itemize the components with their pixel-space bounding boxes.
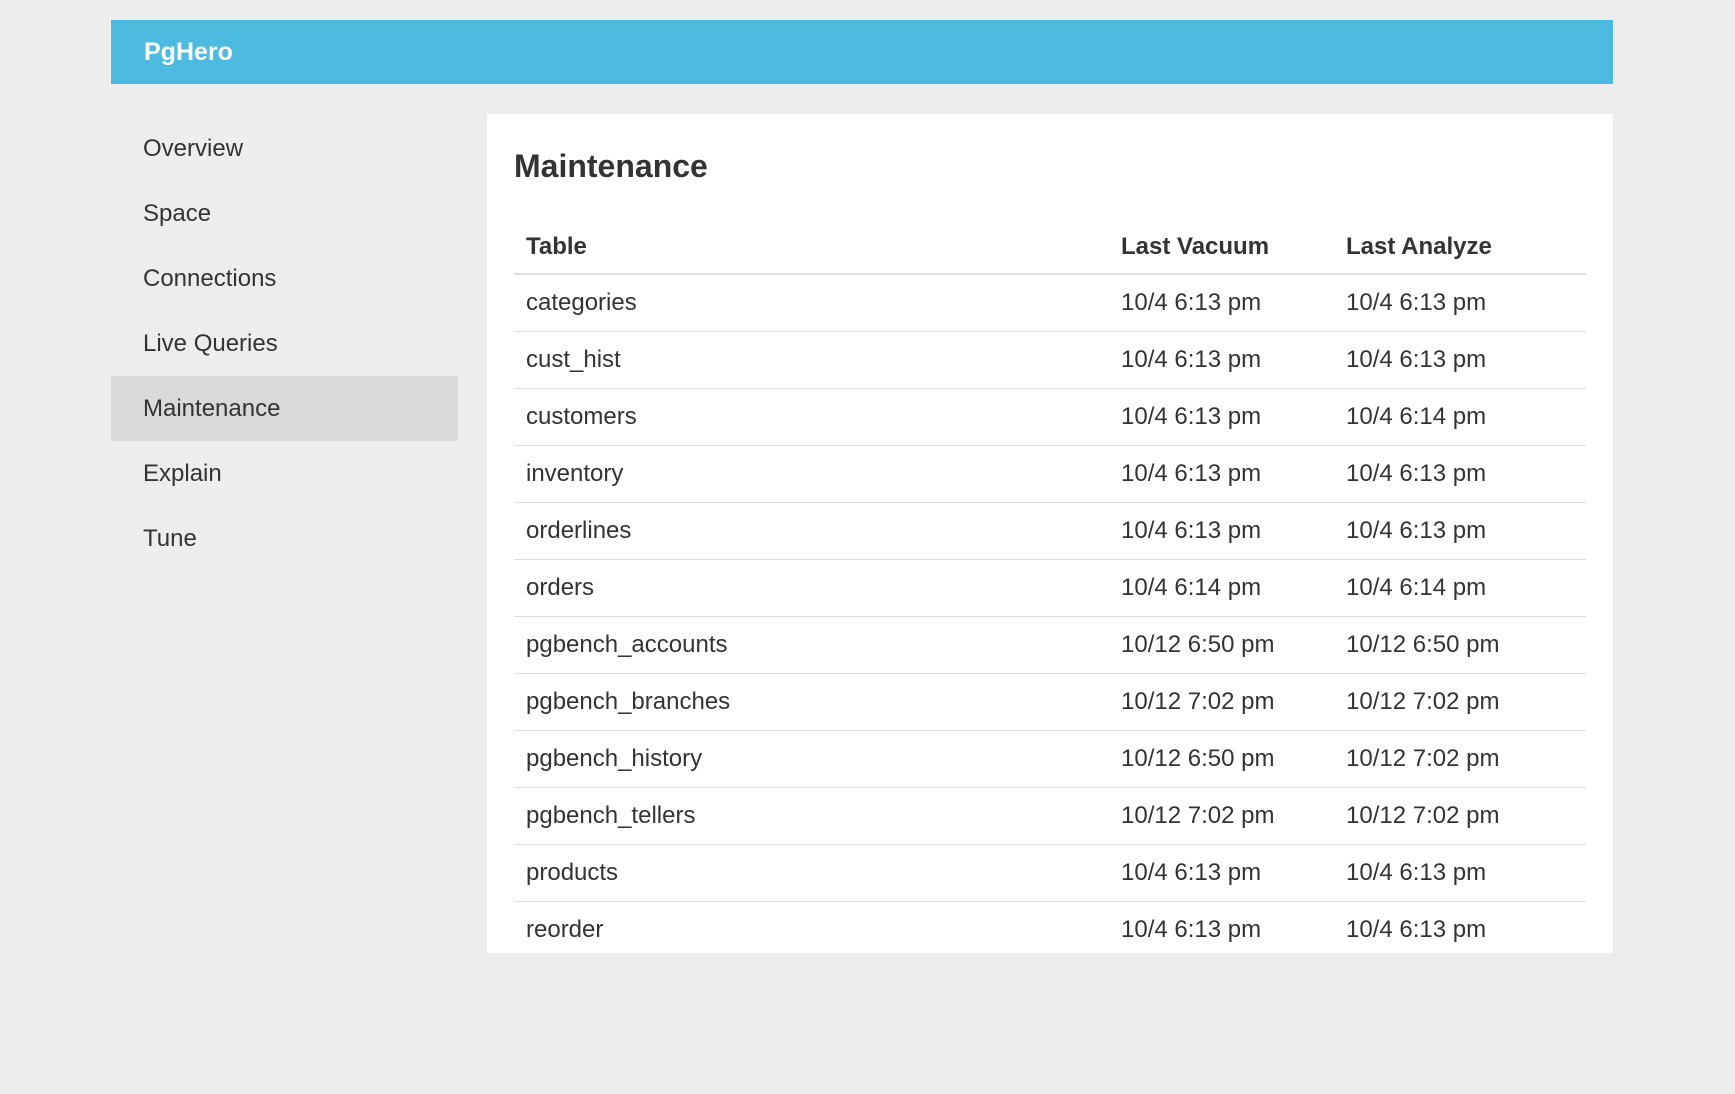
- last-analyze-cell: 10/12 7:02 pm: [1334, 787, 1586, 845]
- table-row: pgbench_history 10/12 6:50 pm 10/12 7:02…: [514, 730, 1586, 788]
- column-header-table: Table: [514, 221, 1109, 275]
- table-name-cell: orders: [514, 559, 1109, 617]
- table-row: orders 10/4 6:14 pm 10/4 6:14 pm: [514, 559, 1586, 617]
- last-vacuum-cell: 10/4 6:13 pm: [1109, 901, 1334, 958]
- last-analyze-cell: 10/4 6:13 pm: [1334, 844, 1586, 902]
- last-analyze-cell: 10/12 6:50 pm: [1334, 616, 1586, 674]
- last-analyze-cell: 10/4 6:13 pm: [1334, 331, 1586, 389]
- maintenance-table: Table Last Vacuum Last Analyze categorie…: [514, 221, 1586, 958]
- sidebar-item-live-queries[interactable]: Live Queries: [143, 330, 278, 357]
- table-row: pgbench_accounts 10/12 6:50 pm 10/12 6:5…: [514, 616, 1586, 674]
- last-vacuum-cell: 10/12 6:50 pm: [1109, 730, 1334, 788]
- last-analyze-cell: 10/4 6:13 pm: [1334, 901, 1586, 958]
- table-row: reorder 10/4 6:13 pm 10/4 6:13 pm: [514, 901, 1586, 958]
- table-name-cell: inventory: [514, 445, 1109, 503]
- main-panel: Maintenance Table Last Vacuum Last Analy…: [487, 114, 1613, 958]
- column-header-last-analyze: Last Analyze: [1334, 221, 1586, 275]
- sidebar-nav: Overview Space Connections Live Queries …: [111, 116, 458, 571]
- table-name-cell: cust_hist: [514, 331, 1109, 389]
- table-row: products 10/4 6:13 pm 10/4 6:13 pm: [514, 844, 1586, 902]
- last-analyze-cell: 10/12 7:02 pm: [1334, 673, 1586, 731]
- table-name-cell: categories: [514, 273, 1109, 332]
- last-analyze-cell: 10/4 6:13 pm: [1334, 502, 1586, 560]
- last-vacuum-cell: 10/4 6:13 pm: [1109, 502, 1334, 560]
- page-title: Maintenance: [514, 148, 708, 184]
- column-header-last-vacuum: Last Vacuum: [1109, 221, 1334, 275]
- table-row: pgbench_branches 10/12 7:02 pm 10/12 7:0…: [514, 673, 1586, 731]
- table-body: categories 10/4 6:13 pm 10/4 6:13 pm cus…: [514, 273, 1586, 958]
- table-name-cell: pgbench_history: [514, 730, 1109, 788]
- sidebar-item-connections[interactable]: Connections: [143, 265, 277, 292]
- table-row: categories 10/4 6:13 pm 10/4 6:13 pm: [514, 273, 1586, 332]
- last-vacuum-cell: 10/12 7:02 pm: [1109, 787, 1334, 845]
- table-header: Table Last Vacuum Last Analyze: [514, 221, 1586, 275]
- last-analyze-cell: 10/12 7:02 pm: [1334, 730, 1586, 788]
- table-header-row: Table Last Vacuum Last Analyze: [514, 221, 1586, 275]
- sidebar-item-space[interactable]: Space: [143, 200, 212, 227]
- last-vacuum-cell: 10/4 6:13 pm: [1109, 388, 1334, 446]
- table-row: orderlines 10/4 6:13 pm 10/4 6:13 pm: [514, 502, 1586, 560]
- table-row: inventory 10/4 6:13 pm 10/4 6:13 pm: [514, 445, 1586, 503]
- sidebar-item-explain[interactable]: Explain: [143, 460, 222, 487]
- sidebar-item-overview[interactable]: Overview: [143, 135, 244, 162]
- last-vacuum-cell: 10/12 7:02 pm: [1109, 673, 1334, 731]
- table-row: pgbench_tellers 10/12 7:02 pm 10/12 7:02…: [514, 787, 1586, 845]
- table-name-cell: customers: [514, 388, 1109, 446]
- table-row: cust_hist 10/4 6:13 pm 10/4 6:13 pm: [514, 331, 1586, 389]
- last-analyze-cell: 10/4 6:13 pm: [1334, 273, 1586, 332]
- sidebar-item-maintenance[interactable]: Maintenance: [111, 376, 458, 441]
- last-vacuum-cell: 10/12 6:50 pm: [1109, 616, 1334, 674]
- last-vacuum-cell: 10/4 6:13 pm: [1109, 331, 1334, 389]
- table-name-cell: products: [514, 844, 1109, 902]
- table-name-cell: pgbench_branches: [514, 673, 1109, 731]
- last-analyze-cell: 10/4 6:14 pm: [1334, 559, 1586, 617]
- last-vacuum-cell: 10/4 6:14 pm: [1109, 559, 1334, 617]
- last-analyze-cell: 10/4 6:14 pm: [1334, 388, 1586, 446]
- sidebar-item-tune[interactable]: Tune: [143, 525, 197, 552]
- table-name-cell: pgbench_tellers: [514, 787, 1109, 845]
- last-analyze-cell: 10/4 6:13 pm: [1334, 445, 1586, 503]
- last-vacuum-cell: 10/4 6:13 pm: [1109, 844, 1334, 902]
- table-name-cell: pgbench_accounts: [514, 616, 1109, 674]
- last-vacuum-cell: 10/4 6:13 pm: [1109, 445, 1334, 503]
- table-name-cell: reorder: [514, 901, 1109, 958]
- top-navbar: PgHero: [111, 20, 1613, 84]
- table-row: customers 10/4 6:13 pm 10/4 6:14 pm: [514, 388, 1586, 446]
- brand-link[interactable]: PgHero: [144, 38, 233, 66]
- last-vacuum-cell: 10/4 6:13 pm: [1109, 273, 1334, 332]
- table-name-cell: orderlines: [514, 502, 1109, 560]
